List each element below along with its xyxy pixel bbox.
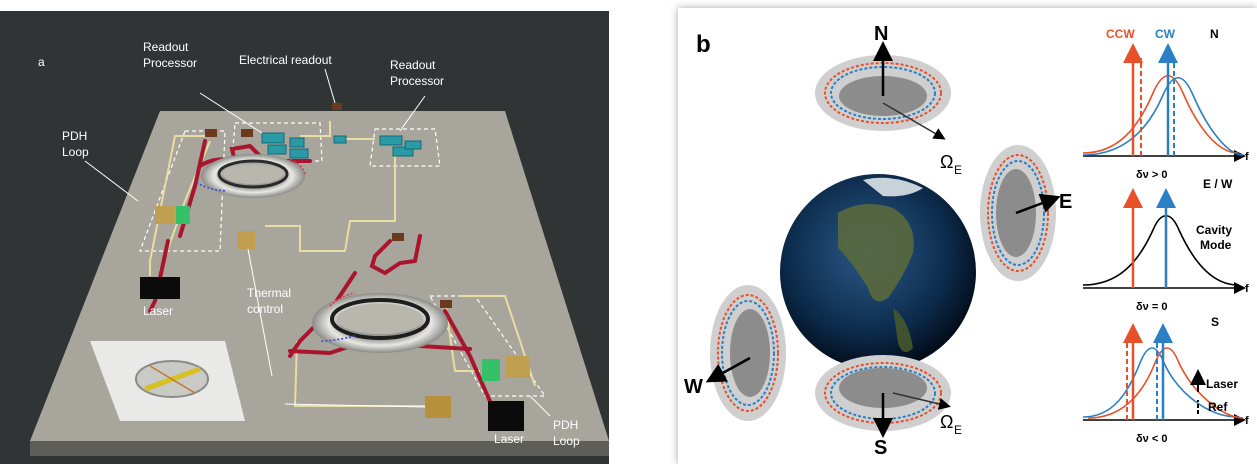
omega-top-sub: E: [954, 163, 962, 177]
spectrum-south: [1082, 323, 1246, 426]
modulator-left: [176, 206, 190, 224]
electrical-readout-chip: [333, 135, 347, 144]
ring-center-right: [337, 304, 423, 334]
ring-center-left: [223, 164, 283, 184]
callout-readout-left: [199, 92, 263, 134]
spectrum-east-west: [1082, 188, 1246, 294]
earth-ice: [863, 177, 923, 197]
gyro-axis: [149, 365, 196, 394]
west-arrow: [705, 356, 751, 383]
spectrum-north: [1082, 43, 1246, 162]
laser-left: [140, 277, 180, 299]
readout-chip-5: [379, 135, 403, 146]
cw-label: CW: [1155, 27, 1176, 41]
label-readout-processor-right-2: Processor: [390, 74, 444, 88]
omega-bottom-sub: E: [954, 423, 962, 437]
ring-resonator-left: [217, 159, 289, 189]
wire-electrical: [300, 121, 331, 137]
callout-thermal-2: [284, 403, 426, 408]
callout-pdh-left: [84, 160, 139, 202]
spectrum-south-axis: f: [1245, 415, 1249, 427]
callout-pdh-right: [529, 395, 551, 417]
readout-chip-6: [392, 146, 414, 157]
east-label: E: [1059, 191, 1072, 213]
modulator-right: [482, 359, 500, 381]
laser-right: [488, 401, 524, 431]
detector-left: [205, 129, 217, 137]
wire-left-1: [149, 135, 208, 276]
readout-chip-3: [289, 137, 305, 148]
readout-chip-4: [289, 148, 309, 159]
omega-bottom: Ω: [940, 412, 953, 432]
waveguide-left-split: [229, 143, 267, 163]
panel-b-letter: b: [696, 31, 711, 58]
readout-chip-2: [267, 144, 287, 155]
north-label: N: [874, 23, 888, 45]
readout-chip-1: [261, 132, 285, 144]
spectrum-ew-tag: E / W: [1203, 177, 1233, 191]
panel-b: b N Ω E E W S Ω E: [678, 8, 1257, 464]
spectrum-north-tag: N: [1210, 27, 1219, 41]
omega-arrow-top: [882, 102, 946, 140]
spectrum-south-delta: δν < 0: [1136, 433, 1167, 445]
omega-top: Ω: [940, 152, 953, 172]
earth-gyro-diagram: b N Ω E E W S Ω E: [684, 23, 1249, 459]
label-pdh-loop-right-2: Loop: [553, 434, 580, 448]
legend-ref: Ref: [1208, 400, 1228, 414]
wire-right-1: [444, 300, 480, 372]
detector-top: [332, 103, 342, 110]
panel-a-letter: a: [38, 55, 45, 69]
spectrum-ew-delta: δν = 0: [1136, 301, 1167, 313]
readout-chip-7: [404, 140, 422, 150]
heater-right: [506, 356, 530, 378]
label-readout-processor-right-1: Readout: [390, 58, 436, 72]
omega-arrow-bottom: [892, 392, 951, 410]
label-pdh-loop-right-1: PDH: [553, 418, 578, 432]
callout-readout-right: [399, 95, 426, 132]
label-pdh-loop-left-1: PDH: [62, 129, 87, 143]
label-readout-processor-left-2: Processor: [143, 56, 197, 70]
ring-resonator-right: [330, 298, 430, 340]
cavity-mode-label-2: Mode: [1200, 238, 1232, 252]
panel-a: a Readout Processor Electrical readout R…: [0, 11, 609, 464]
label-thermal-control-2: control: [247, 302, 283, 316]
detector-right: [440, 300, 452, 308]
west-label: W: [684, 376, 703, 398]
waveguide-right-split: [369, 234, 422, 276]
resonator-west: [710, 285, 786, 421]
waveguide-left-laser: [148, 239, 170, 313]
label-readout-processor-left-1: Readout: [143, 40, 189, 54]
cw-arrow-right: [319, 335, 356, 342]
wire-thermal-1: [265, 156, 396, 252]
spectrum-ew-axis: f: [1245, 283, 1249, 295]
chip-edge: [30, 441, 609, 456]
spectrum-north-delta: δν > 0: [1136, 169, 1167, 181]
label-laser-right: Laser: [494, 432, 524, 446]
label-electrical-readout: Electrical readout: [239, 53, 332, 67]
label-laser-left: Laser: [143, 304, 173, 318]
spectrum-south-tag: S: [1211, 315, 1219, 329]
ccw-arrow-right: [329, 292, 356, 307]
label-thermal-control-1: Thermal: [247, 286, 291, 300]
thermal-pad-right: [425, 396, 451, 418]
earth-continent: [838, 204, 914, 302]
callout-thermal-1: [247, 248, 273, 377]
spectrum-north-axis: f: [1245, 151, 1249, 163]
cw-arrow-left: [194, 180, 226, 192]
earth-continent-south: [893, 308, 913, 352]
label-pdh-loop-left-2: Loop: [62, 145, 89, 159]
ccw-arrow-left: [289, 158, 306, 177]
east-arrow: [1015, 193, 1061, 215]
heater-left: [155, 206, 175, 224]
thermal-pad-left: [237, 231, 255, 249]
chip-schematic: a Readout Processor Electrical readout R…: [30, 40, 609, 456]
south-label: S: [874, 437, 887, 459]
legend-laser: Laser: [1206, 377, 1238, 391]
callout-electrical: [324, 68, 336, 104]
detector-center: [241, 129, 253, 137]
ccw-label: CCW: [1106, 27, 1135, 41]
detector-right-mid: [392, 233, 404, 241]
cavity-mode-label-1: Cavity: [1196, 223, 1232, 237]
